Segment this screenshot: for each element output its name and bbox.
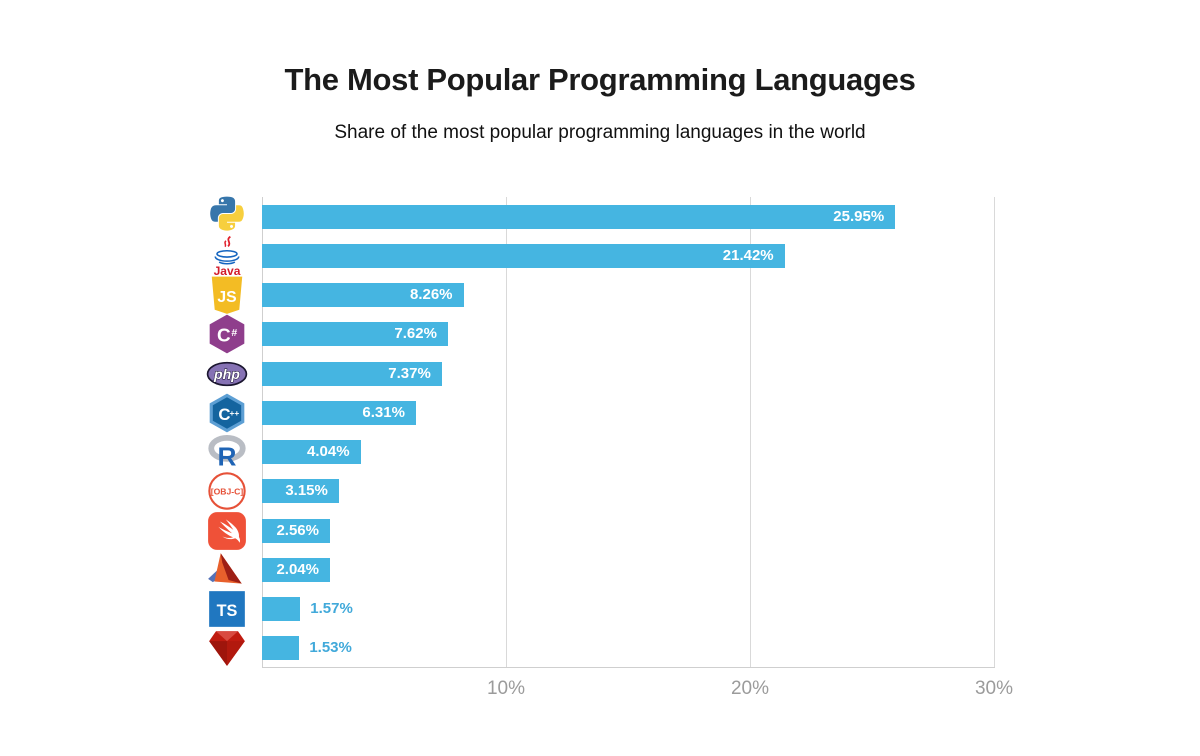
value-bar: 1.57% bbox=[262, 597, 353, 622]
svg-text:Java: Java bbox=[214, 264, 241, 277]
bar-row: C #7.62% bbox=[209, 314, 994, 354]
java-icon: Java bbox=[205, 234, 249, 278]
javascript-icon: JS bbox=[205, 273, 249, 317]
bar-row: R 4.04% bbox=[208, 433, 994, 472]
value-label: 25.95% bbox=[833, 207, 885, 225]
php-icon: php bbox=[205, 352, 249, 396]
bar-row: C ++ 6.31% bbox=[209, 393, 994, 433]
plot-area: 25.95% Java 21.42% JS 8.26% C #7.62% php 7.37% C +… bbox=[206, 196, 1013, 699]
python-icon bbox=[205, 195, 249, 239]
value-bar: 7.62% bbox=[262, 322, 448, 347]
y-axis-line bbox=[262, 197, 263, 668]
value-label: 6.31% bbox=[362, 403, 405, 421]
bar-row: 25.95% bbox=[210, 196, 994, 236]
value-bar: 4.04% bbox=[262, 440, 361, 465]
r-icon: R bbox=[205, 430, 249, 474]
value-label: 1.57% bbox=[310, 600, 353, 618]
svg-text:#: # bbox=[231, 327, 237, 339]
typescript-icon: TS bbox=[205, 587, 249, 631]
svg-text:R: R bbox=[218, 442, 237, 472]
value-label: 7.62% bbox=[394, 325, 437, 343]
svg-text:C: C bbox=[218, 405, 230, 424]
x-tick-label: 20% bbox=[730, 678, 769, 699]
value-bar: 21.42% bbox=[262, 243, 785, 268]
svg-text:++: ++ bbox=[229, 408, 239, 418]
bar-row: 1.53% bbox=[209, 629, 994, 668]
x-axis-line bbox=[262, 667, 995, 668]
bar-row: Java 21.42% bbox=[214, 235, 994, 277]
bar-row: TS 1.57% bbox=[209, 590, 994, 629]
swift-icon bbox=[205, 509, 249, 553]
value-label: 1.53% bbox=[309, 639, 352, 657]
gridline-30 bbox=[994, 197, 995, 668]
page-title: The Most Popular Programming Languages bbox=[284, 62, 916, 97]
svg-text:[OBJ-C]: [OBJ-C] bbox=[211, 487, 244, 497]
value-bar: 6.31% bbox=[262, 400, 416, 425]
value-label: 2.04% bbox=[276, 560, 319, 578]
gridline-10 bbox=[505, 197, 507, 668]
cpp-icon: C ++ bbox=[205, 391, 249, 435]
value-label: 21.42% bbox=[722, 246, 774, 264]
page-subtitle: Share of the most popular programming la… bbox=[334, 122, 866, 143]
gridline-20 bbox=[750, 197, 751, 668]
bar-row: php 7.37% bbox=[206, 354, 994, 393]
value-label: 2.56% bbox=[276, 521, 319, 539]
bar-rows: 25.95% Java 21.42% JS 8.26% C #7.62% php 7.37% C +… bbox=[206, 196, 994, 668]
svg-text:php: php bbox=[213, 367, 240, 383]
value-bar: 1.53% bbox=[262, 636, 352, 661]
value-bar: 25.95% bbox=[262, 204, 896, 229]
bar-row: 2.04% bbox=[208, 550, 994, 589]
ruby-icon bbox=[205, 626, 249, 670]
svg-text:JS: JS bbox=[217, 289, 236, 306]
value-bar: 3.15% bbox=[262, 479, 339, 504]
x-axis-ticks: 10% 20% 30% bbox=[262, 678, 1013, 702]
matlab-icon bbox=[205, 548, 249, 592]
value-bar: 2.04% bbox=[262, 557, 330, 582]
bar-row: JS 8.26% bbox=[211, 276, 994, 315]
bar-row: 2.56% bbox=[208, 511, 994, 550]
objective-c-icon: [OBJ-C] bbox=[205, 469, 249, 513]
csharp-icon: C # bbox=[205, 312, 249, 356]
bar-row: [OBJ-C] 3.15% bbox=[208, 472, 994, 511]
x-tick-label: 10% bbox=[486, 678, 525, 699]
x-tick-label: 30% bbox=[974, 678, 1013, 699]
value-label: 4.04% bbox=[307, 443, 350, 461]
value-bar: 8.26% bbox=[262, 283, 464, 308]
value-label: 3.15% bbox=[285, 482, 328, 500]
value-bar: 7.37% bbox=[262, 361, 442, 386]
value-label: 8.26% bbox=[409, 286, 453, 304]
svg-text:TS: TS bbox=[217, 602, 238, 620]
svg-text:C: C bbox=[217, 326, 231, 347]
value-bar: 2.56% bbox=[262, 518, 330, 543]
value-label: 7.37% bbox=[388, 364, 431, 382]
